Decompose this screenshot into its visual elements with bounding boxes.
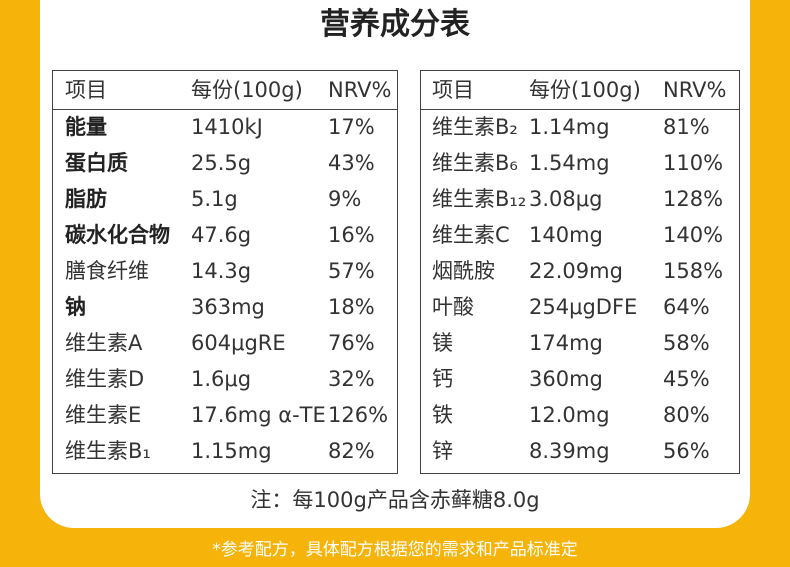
nrv: 140%	[663, 223, 724, 247]
nutrition-table: 项目 每份(100g) NRV% 能量 1410kJ 17% 蛋白质 25.5g 43% 脂肪 5.…	[52, 70, 398, 474]
nutrient-name: 烟酰胺	[432, 259, 495, 283]
nrv: 126%	[328, 403, 389, 427]
title: 营养成分表	[320, 7, 470, 42]
nutrient-name: 钠	[65, 295, 86, 319]
amount: 363mg	[191, 295, 265, 319]
amount: 12.0mg	[529, 403, 610, 427]
nrv: 82%	[328, 439, 375, 463]
nrv: 158%	[663, 259, 724, 283]
nutrient-name: 碳水化合物	[65, 223, 170, 247]
nutrient-name: 维生素A	[65, 331, 143, 355]
nrv: 81%	[663, 115, 710, 139]
nrv: 9%	[328, 187, 362, 211]
nutrient-name: 维生素B₁	[65, 439, 151, 463]
nrv: 45%	[663, 367, 710, 391]
nutrient-name: 钙	[432, 367, 453, 391]
nutrient-name: 蛋白质	[65, 151, 128, 175]
column-header: 每份(100g)	[529, 78, 641, 102]
note: 注：每100g产品含赤藓糖8.0g	[250, 488, 540, 512]
footer: *参考配方，具体配方根据您的需求和产品标准定	[212, 540, 578, 560]
card	[40, 0, 750, 528]
amount: 3.08μg	[529, 187, 603, 211]
column-header: 每份(100g)	[191, 78, 303, 102]
nutrient-name: 铁	[432, 403, 453, 427]
nutrient-name: 镁	[432, 331, 453, 355]
amount: 360mg	[529, 367, 603, 391]
nrv: 56%	[663, 439, 710, 463]
amount: 5.1g	[191, 187, 238, 211]
nrv: 16%	[328, 223, 375, 247]
amount: 1.54mg	[529, 151, 610, 175]
nrv: 80%	[663, 403, 710, 427]
nrv: 32%	[328, 367, 375, 391]
header-divider	[53, 109, 397, 110]
amount: 174mg	[529, 331, 603, 355]
nutrient-name: 维生素B₂	[432, 115, 518, 139]
nrv: 64%	[663, 295, 710, 319]
amount: 1.14mg	[529, 115, 610, 139]
amount: 25.5g	[191, 151, 252, 175]
amount: 8.39mg	[529, 439, 610, 463]
nrv: 128%	[663, 187, 724, 211]
amount: 17.6mg α-TE	[191, 403, 326, 427]
column-header: 项目	[65, 78, 107, 102]
nutrient-name: 维生素E	[65, 403, 142, 427]
nutrition-table: 项目 每份(100g) NRV% 维生素B₂ 1.14mg 81% 维生素B₆ 1.54mg 1…	[420, 70, 740, 474]
nutrient-name: 能量	[65, 115, 107, 139]
amount: 1.15mg	[191, 439, 272, 463]
column-header: NRV%	[328, 78, 392, 102]
amount: 22.09mg	[529, 259, 623, 283]
nutrient-name: 锌	[432, 439, 453, 463]
nrv: 110%	[663, 151, 724, 175]
nrv: 57%	[328, 259, 375, 283]
nutrient-name: 脂肪	[65, 187, 107, 211]
amount: 47.6g	[191, 223, 252, 247]
amount: 140mg	[529, 223, 603, 247]
nutrient-name: 维生素C	[432, 223, 510, 247]
column-header: 项目	[432, 78, 474, 102]
nrv: 43%	[328, 151, 375, 175]
nutrient-name: 维生素D	[65, 367, 145, 391]
amount: 254μgDFE	[529, 295, 638, 319]
nutrient-name: 叶酸	[432, 295, 474, 319]
column-header: NRV%	[663, 78, 727, 102]
amount: 604μgRE	[191, 331, 286, 355]
nutrient-name: 膳食纤维	[65, 259, 149, 283]
amount: 1.6μg	[191, 367, 252, 391]
nrv: 58%	[663, 331, 710, 355]
nrv: 18%	[328, 295, 375, 319]
nrv: 17%	[328, 115, 375, 139]
header-divider	[421, 109, 739, 110]
nutrient-name: 维生素B₁₂	[432, 187, 527, 211]
amount: 14.3g	[191, 259, 252, 283]
nrv: 76%	[328, 331, 375, 355]
nutrient-name: 维生素B₆	[432, 151, 518, 175]
amount: 1410kJ	[191, 115, 263, 139]
